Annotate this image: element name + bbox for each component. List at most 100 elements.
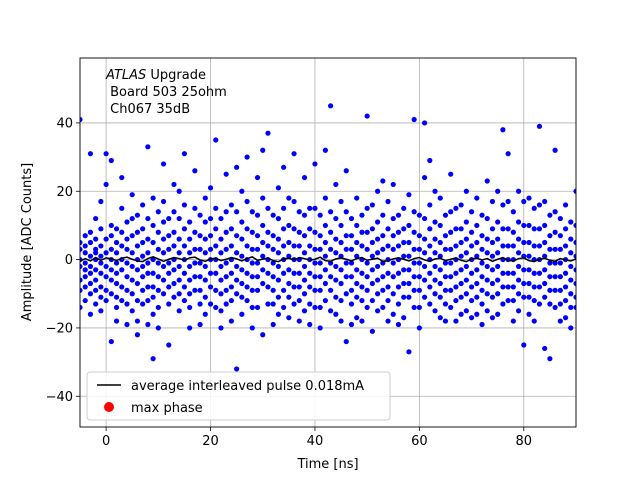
sample-point	[369, 253, 375, 259]
sample-point	[484, 178, 490, 184]
sample-point	[489, 198, 496, 205]
sample-point	[484, 250, 490, 256]
sample-point	[484, 263, 490, 270]
sample-point	[145, 144, 151, 150]
sample-point	[463, 308, 469, 314]
sample-point	[416, 233, 422, 239]
sample-point	[286, 222, 292, 229]
sample-point	[395, 270, 402, 276]
sample-point	[87, 239, 94, 246]
sample-point	[369, 239, 375, 246]
annotation-line-2: Board 503 25ohm	[106, 85, 227, 100]
sample-point	[468, 243, 475, 249]
sample-point	[291, 301, 297, 307]
sample-point	[495, 188, 501, 194]
sample-point	[296, 243, 302, 249]
sample-point	[80, 263, 83, 270]
sample-point	[82, 274, 88, 280]
sample-point	[484, 215, 490, 222]
sample-point	[495, 263, 501, 270]
sample-point	[213, 226, 219, 232]
sample-point	[401, 226, 407, 232]
sample-point	[359, 318, 365, 324]
sample-point	[463, 250, 469, 256]
sample-point	[510, 284, 516, 290]
sample-point	[80, 116, 83, 123]
sample-point	[129, 263, 135, 270]
sample-point	[202, 236, 208, 242]
sample-point	[375, 188, 381, 194]
sample-point	[369, 280, 375, 287]
sample-point	[526, 195, 532, 201]
sample-point	[526, 294, 532, 300]
sample-point	[150, 222, 156, 229]
sample-point	[515, 236, 522, 242]
sample-point	[375, 236, 381, 242]
annotation-block: ATLAS Upgrade Board 503 25ohm Ch067 35dB	[105, 68, 227, 117]
sample-point	[333, 294, 339, 300]
sample-point	[395, 243, 402, 249]
sample-point	[187, 325, 193, 331]
annotation-upgrade: Upgrade	[146, 68, 206, 83]
sample-point	[108, 222, 114, 229]
sample-point	[124, 219, 130, 225]
sample-point	[573, 188, 576, 194]
sample-point	[442, 260, 449, 266]
sample-point	[536, 270, 543, 276]
sample-point	[254, 304, 261, 311]
sample-point	[526, 280, 532, 287]
sample-point	[239, 294, 245, 300]
sample-point	[547, 301, 553, 307]
sample-point	[291, 284, 297, 290]
sample-point	[87, 151, 94, 157]
sample-point	[468, 270, 475, 276]
sample-point	[401, 253, 407, 259]
y-axis-ticks: −40 −20 0 20 40	[46, 116, 80, 405]
sample-point	[166, 270, 172, 276]
sample-point	[113, 294, 120, 300]
sample-point	[218, 325, 224, 331]
sample-point	[453, 243, 459, 249]
sample-point	[531, 226, 537, 232]
sample-point	[354, 315, 360, 321]
sample-point	[552, 304, 558, 311]
sample-point	[474, 294, 480, 300]
sample-point	[536, 202, 543, 208]
sample-point	[515, 291, 522, 297]
sample-point	[552, 246, 558, 252]
sample-point	[301, 233, 308, 239]
sample-point	[160, 198, 167, 205]
sample-point	[505, 243, 511, 249]
sample-point	[239, 253, 245, 259]
sample-point	[333, 311, 339, 317]
x-tick-label: 20	[202, 434, 219, 449]
sample-point	[348, 287, 355, 293]
sample-point	[364, 205, 370, 211]
sample-point	[202, 311, 208, 317]
sample-point	[406, 267, 412, 273]
sample-point	[307, 243, 313, 249]
sample-point	[338, 318, 344, 324]
sample-point	[260, 195, 266, 201]
sample-point	[348, 233, 355, 239]
sample-point	[568, 219, 574, 225]
sample-point	[129, 233, 135, 239]
sample-point	[421, 277, 428, 283]
sample-point	[568, 291, 574, 297]
sample-point	[171, 243, 177, 249]
sample-point	[166, 342, 172, 348]
sample-point	[108, 338, 114, 345]
sample-point	[369, 297, 375, 304]
sample-point	[140, 202, 146, 208]
sample-point	[160, 236, 167, 242]
x-tick-label: 80	[516, 434, 533, 449]
sample-point	[176, 308, 182, 314]
sample-point	[218, 215, 224, 222]
sample-point	[406, 239, 412, 246]
sample-point	[364, 113, 370, 119]
sample-point	[573, 294, 576, 300]
sample-point	[568, 325, 574, 331]
sample-point	[150, 256, 156, 263]
sample-point	[500, 226, 506, 232]
